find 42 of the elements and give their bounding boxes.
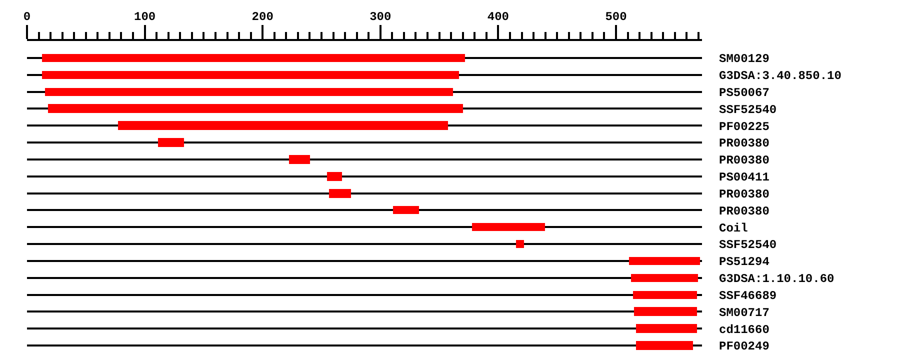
bar [393,206,419,214]
x-tick-label: 200 [252,10,274,24]
bar [42,71,459,79]
bar [629,257,700,265]
y-tick-label: PS00411 [719,170,770,185]
bar [516,240,524,248]
y-tick-label: PR00380 [719,154,770,168]
bar [636,341,693,350]
y-tick-label: PF00249 [719,340,770,354]
y-tick-label: PS50067 [719,86,770,100]
y-tick-label: SSF46689 [719,288,777,303]
bar [327,172,342,181]
x-tick-label: 500 [605,10,627,24]
y-tick-label: Coil [719,221,748,236]
y-tick-label: SSF52540 [719,102,777,117]
bar [631,274,698,282]
y-tick-label: PR00380 [719,187,770,202]
y-tick-label: SM00717 [719,306,770,320]
bar [329,189,351,198]
y-tick-label: PS51294 [719,255,770,270]
x-tick-label: 0 [23,10,31,24]
y-tick-label: PF00225 [719,120,770,134]
x-tick-label: 400 [487,10,510,24]
y-tick-label: G3DSA:3.40.850.10 [719,69,842,84]
x-tick-label: 100 [134,10,156,24]
bar [42,54,465,62]
y-tick-label: SSF52540 [719,238,777,252]
bar [45,88,453,96]
y-tick-label: PR00380 [719,136,770,151]
bar [48,104,463,113]
y-tick-label: G3DSA:1.10.10.60 [719,272,834,286]
bar [118,121,448,130]
bar [289,155,310,164]
y-tick-label: PR00380 [719,204,770,218]
bar [634,307,697,316]
x-tick-label: 300 [370,10,392,24]
bar [472,223,545,231]
bar [158,138,184,147]
bar [636,324,697,333]
y-tick-label: cd11660 [719,322,770,337]
y-tick-label: SM00129 [719,52,770,66]
bar [633,291,697,299]
